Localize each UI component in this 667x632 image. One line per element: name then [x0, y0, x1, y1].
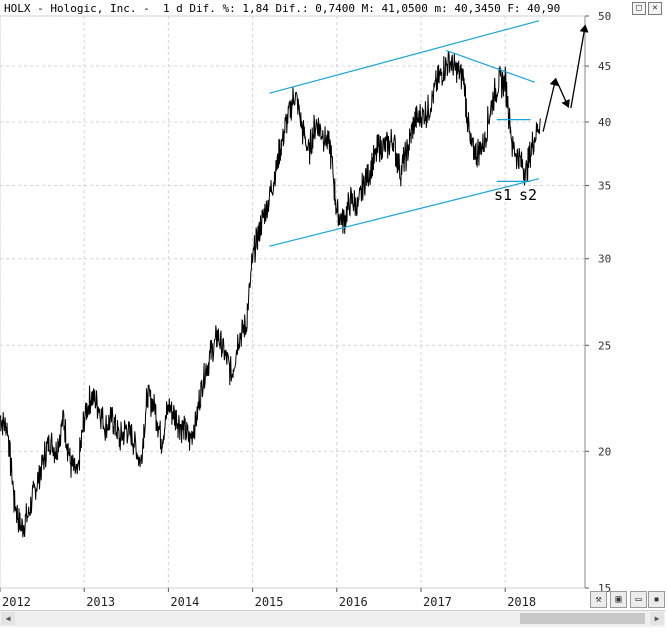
close-panel-icon[interactable]: ▪ [648, 591, 665, 608]
close-icon[interactable]: ✕ [648, 2, 662, 15]
x-tick-label: 2012 [2, 595, 31, 609]
save-icon[interactable]: ▣ [610, 591, 627, 608]
x-tick-label: 2018 [507, 595, 536, 609]
scroll-left-icon[interactable]: ◀ [1, 612, 15, 625]
y-tick-label: 25 [598, 339, 611, 352]
projection-arrow-target [570, 24, 589, 109]
projection-arrow-down [555, 78, 570, 109]
lower-channel-line [269, 178, 540, 247]
swing-label-s1: s1 [494, 186, 512, 204]
descending-trendline [446, 49, 535, 83]
minimize-icon[interactable]: ▭ [630, 591, 647, 608]
series-line [0, 50, 541, 538]
y-tick-label: 35 [598, 179, 611, 192]
y-tick-label: 45 [598, 60, 611, 73]
y-tick-label: 50 [598, 10, 611, 23]
horizontal-scrollbar[interactable]: ◀ ▶ [0, 610, 665, 627]
y-tick-label: 30 [598, 253, 611, 266]
scrollbar-thumb[interactable] [520, 613, 645, 624]
chart-header: HOLX - Hologic, Inc. - 1 d Dif. %: 1,84 … [4, 2, 561, 15]
x-tick-label: 2014 [170, 595, 199, 609]
ruler-icon[interactable]: ⚒ [590, 591, 607, 608]
y-tick-label: 20 [598, 445, 611, 458]
x-tick-label: 2015 [255, 595, 284, 609]
x-tick-label: 2016 [339, 595, 368, 609]
x-tick-label: 2013 [86, 595, 115, 609]
x-tick-label: 2017 [423, 595, 452, 609]
maximize-icon[interactable]: □ [632, 2, 646, 15]
scroll-right-icon[interactable]: ▶ [650, 612, 664, 625]
swing-label-s2: s2 [519, 186, 537, 204]
y-tick-label: 40 [598, 116, 611, 129]
projection-arrow-up [542, 77, 559, 132]
upper-channel-line [269, 20, 540, 94]
